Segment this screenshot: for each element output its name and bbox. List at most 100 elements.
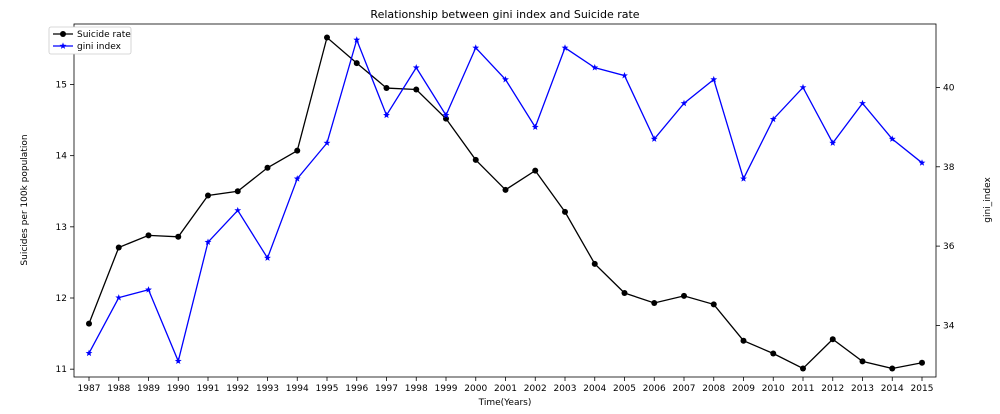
y-left-tick-label: 13 [56, 223, 67, 233]
x-tick-label: 2005 [613, 384, 636, 394]
data-point [829, 139, 837, 146]
data-point [621, 71, 628, 79]
x-tick-label: 1992 [226, 384, 249, 394]
x-tick-label: 2003 [554, 384, 577, 394]
data-point [502, 75, 509, 83]
data-point [532, 167, 539, 174]
legend-entry: gini index [53, 42, 122, 52]
x-tick-label: 2004 [583, 384, 606, 394]
x-tick-label: 2011 [792, 384, 815, 394]
legend-marker [59, 42, 67, 49]
data-point [472, 156, 479, 163]
data-point [889, 365, 896, 372]
data-point [234, 206, 242, 214]
y-right-tick-label: 38 [943, 163, 955, 173]
data-point [413, 86, 420, 93]
data-point [531, 123, 539, 131]
x-axis-title: Time(Years) [478, 398, 532, 408]
data-point [681, 292, 687, 299]
x-tick-label: 2002 [524, 384, 547, 394]
x-tick-label: 1993 [256, 384, 279, 394]
data-point [353, 60, 360, 67]
data-point [204, 238, 212, 246]
legend: Suicide rate gini index [48, 26, 132, 55]
y-right-tick-label: 36 [943, 242, 955, 252]
y-right-tick-label: 40 [943, 83, 955, 93]
data-point [888, 135, 896, 142]
legend-entry: Suicide rate [53, 30, 131, 40]
series-2 [85, 36, 926, 365]
data-point [740, 337, 747, 344]
x-tick-label: 2000 [464, 384, 487, 394]
data-point [86, 320, 92, 327]
x-tick-label: 1996 [345, 384, 368, 394]
x-tick-label: 1987 [78, 384, 101, 394]
x-tick-label: 1998 [405, 384, 428, 394]
x-tick-label: 1990 [167, 384, 190, 394]
data-point [383, 111, 390, 119]
y-right-tick-label: 34 [943, 321, 955, 331]
data-point [145, 232, 152, 239]
x-tick-label: 2001 [494, 384, 517, 394]
y-axis-right: 34 36 38 40 [936, 83, 955, 331]
data-point [383, 85, 390, 92]
y-left-tick-label: 14 [56, 152, 68, 162]
data-point [175, 233, 182, 240]
x-axis: 1987 1988 1989 1990 1991 1992 1993 1994 1995 1996… [78, 377, 934, 394]
data-point [562, 208, 568, 215]
data-point [829, 336, 836, 343]
plot-frame [73, 23, 937, 378]
data-point [591, 64, 599, 71]
y-left-tick-label: 11 [56, 365, 67, 375]
chart-title: Relationship between gini index and Suic… [370, 8, 639, 21]
data-point [502, 186, 509, 193]
x-tick-label: 1995 [316, 384, 339, 394]
legend-label: gini index [77, 42, 122, 52]
data-point [561, 44, 569, 51]
x-tick-label: 1997 [375, 384, 398, 394]
x-tick-label: 2012 [821, 384, 844, 394]
data-point [919, 359, 925, 366]
x-tick-label: 2010 [762, 384, 785, 394]
data-point [918, 159, 926, 166]
data-point [859, 358, 866, 365]
y-left-tick-label: 15 [56, 80, 67, 90]
x-tick-label: 1988 [107, 384, 130, 394]
data-point [264, 254, 271, 261]
legend-marker [60, 31, 66, 37]
data-point [412, 64, 420, 71]
data-point [651, 299, 658, 306]
x-tick-label: 2007 [673, 384, 696, 394]
data-point [85, 349, 93, 357]
legend-label: Suicide rate [77, 30, 131, 40]
series-line [88, 37, 923, 364]
x-tick-label: 2006 [643, 384, 666, 394]
series-layer [85, 34, 926, 372]
series-line [88, 36, 923, 370]
data-point [621, 290, 628, 297]
data-point [293, 175, 301, 182]
data-point [324, 34, 330, 41]
y-axis-left: 11 12 13 14 15 [56, 80, 74, 375]
data-point [859, 99, 866, 107]
x-tick-label: 2014 [881, 384, 904, 394]
x-tick-label: 2015 [911, 384, 934, 394]
data-point [205, 192, 211, 199]
data-point [442, 111, 450, 119]
data-point [710, 301, 717, 308]
series-1 [86, 34, 925, 372]
data-point [650, 135, 658, 142]
data-point [710, 75, 718, 83]
data-point [115, 244, 122, 251]
data-point [353, 36, 361, 43]
data-point [740, 175, 747, 182]
x-tick-label: 2013 [851, 384, 874, 394]
data-point [800, 365, 806, 372]
data-point [174, 357, 182, 365]
x-tick-label: 2008 [702, 384, 725, 394]
x-tick-label: 1989 [137, 384, 160, 394]
data-point [769, 115, 777, 123]
data-point [591, 260, 598, 267]
data-point [323, 139, 331, 146]
